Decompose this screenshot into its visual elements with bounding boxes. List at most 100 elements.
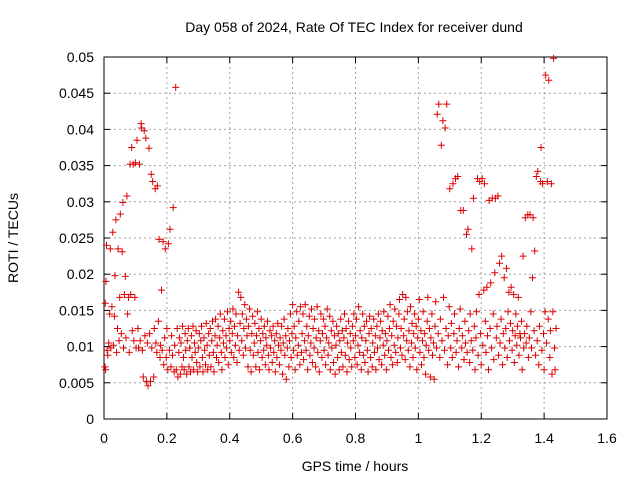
data-point	[519, 252, 527, 260]
data-point	[377, 317, 385, 325]
data-point	[454, 173, 462, 180]
data-point	[266, 327, 274, 335]
data-point	[323, 305, 331, 313]
data-point	[160, 361, 168, 369]
data-point	[175, 348, 183, 356]
data-point	[501, 344, 509, 352]
data-point	[418, 361, 425, 369]
data-point	[458, 332, 466, 340]
data-point	[131, 293, 139, 301]
data-point	[177, 339, 185, 347]
data-point	[364, 368, 372, 376]
data-point	[158, 286, 165, 294]
data-point	[518, 317, 525, 325]
data-point	[127, 291, 135, 298]
data-point	[302, 346, 310, 354]
data-point	[193, 359, 201, 366]
data-point	[529, 274, 536, 282]
data-point	[384, 312, 392, 320]
data-point	[283, 344, 291, 352]
data-point	[168, 332, 176, 340]
data-point	[441, 124, 449, 132]
data-point	[322, 361, 330, 369]
data-point	[410, 330, 418, 338]
data-point	[157, 341, 165, 349]
data-point	[341, 310, 348, 318]
data-point	[202, 319, 210, 327]
data-point	[431, 322, 439, 330]
data-point	[449, 180, 457, 188]
data-point	[191, 348, 199, 356]
data-point	[370, 315, 378, 323]
data-point	[445, 303, 453, 311]
x-tick-label: 0.6	[283, 430, 303, 446]
data-point	[425, 346, 433, 354]
data-point	[164, 366, 172, 374]
data-point	[326, 312, 334, 320]
data-point	[411, 344, 419, 352]
data-point	[466, 359, 474, 366]
data-point	[217, 348, 225, 356]
data-point	[343, 368, 351, 376]
data-point	[282, 375, 290, 383]
data-point	[147, 377, 154, 385]
data-point	[264, 351, 272, 359]
data-point	[380, 308, 388, 316]
data-point	[112, 216, 120, 224]
x-tick-label: 0.4	[220, 430, 240, 446]
data-point	[336, 337, 344, 345]
data-point	[474, 351, 482, 359]
data-point	[388, 332, 396, 340]
data-point	[448, 354, 456, 361]
data-point	[510, 359, 518, 366]
data-point	[546, 327, 554, 335]
data-point	[248, 330, 256, 338]
data-point	[444, 332, 452, 340]
data-point	[488, 344, 496, 352]
data-point	[297, 348, 305, 356]
data-point	[171, 341, 179, 349]
data-point	[463, 230, 470, 238]
data-point	[414, 315, 422, 323]
data-point	[520, 344, 528, 352]
data-point	[503, 354, 511, 361]
data-point	[114, 325, 121, 332]
data-point	[102, 366, 110, 374]
data-point	[348, 363, 356, 371]
x-tick-label: 0.8	[346, 430, 366, 446]
data-point	[189, 322, 197, 330]
data-point	[549, 308, 557, 316]
data-point	[351, 354, 359, 361]
data-point	[235, 346, 243, 354]
data-point	[117, 330, 125, 338]
data-point	[312, 363, 320, 371]
data-point	[332, 341, 340, 349]
data-point	[506, 337, 513, 345]
data-point	[243, 332, 251, 340]
data-point	[196, 363, 204, 371]
data-point	[267, 344, 275, 352]
data-point	[447, 344, 455, 352]
data-point	[182, 346, 190, 354]
data-point	[517, 334, 524, 342]
data-point	[427, 334, 435, 342]
data-point	[372, 366, 380, 374]
data-point	[279, 370, 287, 378]
data-point	[537, 144, 545, 151]
data-point	[227, 348, 235, 356]
data-point	[175, 334, 183, 342]
data-point	[444, 361, 452, 369]
data-point	[542, 71, 550, 79]
data-point	[311, 315, 319, 323]
chart-title: Day 058 of 2024, Rate Of TEC Index for r…	[185, 19, 522, 35]
data-point	[199, 368, 207, 376]
data-point	[244, 363, 252, 371]
data-point	[382, 366, 390, 374]
data-point	[188, 354, 196, 361]
data-point	[169, 204, 177, 212]
data-point	[467, 337, 475, 345]
data-point	[477, 361, 485, 369]
data-point	[138, 346, 146, 354]
data-point	[414, 334, 422, 342]
data-point	[510, 291, 518, 298]
